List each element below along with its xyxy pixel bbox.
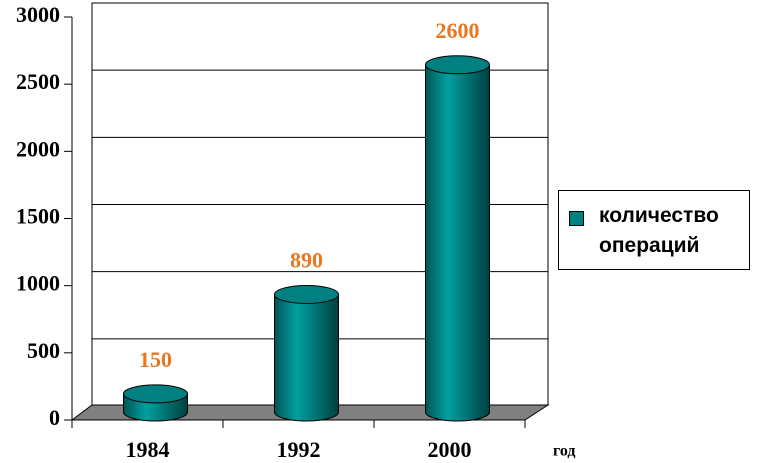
x-tick-label: 2000 [428, 437, 472, 462]
legend-swatch [569, 211, 584, 226]
y-tick-label: 0 [49, 405, 60, 430]
value-label: 890 [290, 247, 323, 272]
y-tick-label: 500 [27, 338, 60, 363]
cylinder [123, 384, 188, 422]
y-tick-label: 2000 [16, 136, 60, 161]
legend-label: количество операций [599, 204, 719, 257]
y-tick-label: 1000 [16, 271, 60, 296]
y-tick-label: 2500 [16, 69, 60, 94]
x-tick-label: 1984 [126, 437, 170, 462]
value-label: 150 [139, 347, 172, 372]
y-tick-label: 3000 [16, 2, 60, 27]
cylinder [425, 55, 490, 422]
cylinder-top [274, 284, 339, 304]
cylinder [274, 284, 339, 422]
cylinder-top [425, 55, 490, 75]
x-axis-label: год [553, 443, 576, 460]
y-tick-label: 1500 [16, 204, 60, 229]
cylinder-top [123, 384, 188, 404]
value-label: 2600 [436, 18, 480, 43]
x-tick-label: 1992 [277, 437, 321, 462]
cylinder-body [274, 293, 339, 422]
legend: количество операций [558, 190, 750, 270]
cylinder-body [425, 64, 490, 422]
